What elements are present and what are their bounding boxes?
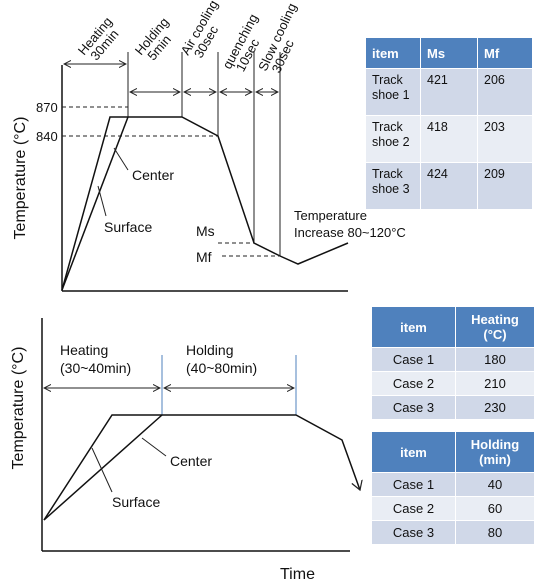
ms-mf-item-line1: Track <box>372 120 403 134</box>
top-y-axis-label: Temperature (°C) <box>12 117 29 240</box>
table-row: Track shoe 1 421 206 <box>366 68 533 116</box>
holding-item-cell: Case 1 <box>372 472 456 497</box>
ms-value-cell: 424 <box>420 162 478 209</box>
table-row: Track shoe 3 424 209 <box>366 162 533 209</box>
ms-value-cell: 418 <box>420 115 478 163</box>
ms-mf-header-ms: Ms <box>420 38 478 69</box>
holding-item-cell: Case 3 <box>372 520 456 544</box>
top-center-pointer <box>113 147 129 171</box>
top-temperature-note-line2: Increase 80~120°C <box>294 225 406 240</box>
bottom-center-label: Center <box>170 453 212 469</box>
heating-header-value: Heating (°C) <box>455 307 535 348</box>
top-level-840: 840 <box>36 129 58 144</box>
heating-table: item Heating (°C) Case 1 180 Case 2 210 C… <box>372 307 535 419</box>
top-ms-label: Ms <box>196 223 215 239</box>
heating-header-item: item <box>372 307 456 348</box>
ms-mf-item-line2: shoe 3 <box>372 182 410 196</box>
bottom-center-curve <box>43 414 163 521</box>
top-level-870: 870 <box>36 100 58 115</box>
holding-value-cell: 80 <box>455 520 535 544</box>
top-surface-pointer <box>97 185 107 217</box>
ms-mf-item-line1: Track <box>372 167 403 181</box>
holding-value-cell: 60 <box>455 496 535 521</box>
heating-header-line1: Heating <box>471 312 519 327</box>
mf-value-cell: 203 <box>477 115 533 163</box>
ms-mf-header-item: item <box>366 38 421 69</box>
bottom-holding-duration: (40~80min) <box>186 360 257 376</box>
heating-item-cell: Case 1 <box>372 347 456 372</box>
ms-mf-item-line2: shoe 2 <box>372 135 410 149</box>
ms-mf-item-cell: Track shoe 1 <box>366 68 421 116</box>
heating-value-cell: 180 <box>455 347 535 372</box>
heating-header-line2: (°C) <box>483 327 507 342</box>
top-surface-curve <box>61 116 349 291</box>
holding-header-line1: Holding <box>470 437 520 452</box>
bottom-surface-label: Surface <box>112 494 160 510</box>
top-surface-label: Surface <box>104 219 152 235</box>
bottom-heating-label: Heating <box>60 342 108 358</box>
top-temperature-note-line1: Temperature <box>294 208 367 223</box>
bottom-holding-label: Holding <box>186 342 233 358</box>
holding-table: item Holding (min) Case 1 40 Case 2 60 Ca… <box>372 432 535 544</box>
table-row: Case 3 230 <box>372 395 535 419</box>
bottom-center-pointer <box>141 437 167 457</box>
holding-header-value: Holding (min) <box>455 432 535 473</box>
top-center-curve <box>61 116 129 291</box>
top-mf-label: Mf <box>196 249 212 265</box>
bottom-x-axis-label: Time <box>280 566 315 582</box>
bottom-heating-duration: (30~40min) <box>60 360 131 376</box>
holding-header-item: item <box>372 432 456 473</box>
ms-mf-item-cell: Track shoe 2 <box>366 115 421 163</box>
heating-item-cell: Case 3 <box>372 395 456 419</box>
mf-value-cell: 209 <box>477 162 533 209</box>
table-row: Case 1 180 <box>372 347 535 372</box>
ms-mf-header-mf: Mf <box>477 38 533 69</box>
mf-value-cell: 206 <box>477 68 533 116</box>
holding-value-cell: 40 <box>455 472 535 497</box>
bottom-surface-curve <box>43 414 360 521</box>
ms-value-cell: 421 <box>420 68 478 116</box>
table-row: Case 3 80 <box>372 520 535 544</box>
top-diagram: Temperature (°C) 870 840 Heating 30min H… <box>12 0 406 292</box>
holding-item-cell: Case 2 <box>372 496 456 521</box>
ms-mf-item-line2: shoe 1 <box>372 88 410 102</box>
heating-item-cell: Case 2 <box>372 371 456 396</box>
ms-mf-table: item Ms Mf Track shoe 1 421 206 Track shoe… <box>366 38 533 209</box>
heating-value-cell: 230 <box>455 395 535 419</box>
table-row: Case 2 210 <box>372 371 535 396</box>
holding-header-line2: (min) <box>479 452 511 467</box>
top-center-label: Center <box>132 167 174 183</box>
table-row: Case 2 60 <box>372 496 535 521</box>
ms-mf-item-cell: Track shoe 3 <box>366 162 421 209</box>
bottom-y-axis-label: Temperature (°C) <box>10 347 27 470</box>
heating-value-cell: 210 <box>455 371 535 396</box>
bottom-surface-pointer <box>91 447 113 493</box>
ms-mf-item-line1: Track <box>372 73 403 87</box>
table-row: Track shoe 2 418 203 <box>366 115 533 163</box>
table-row: Case 1 40 <box>372 472 535 497</box>
bottom-diagram: Temperature (°C) Time Heating (30~40min)… <box>10 318 360 582</box>
